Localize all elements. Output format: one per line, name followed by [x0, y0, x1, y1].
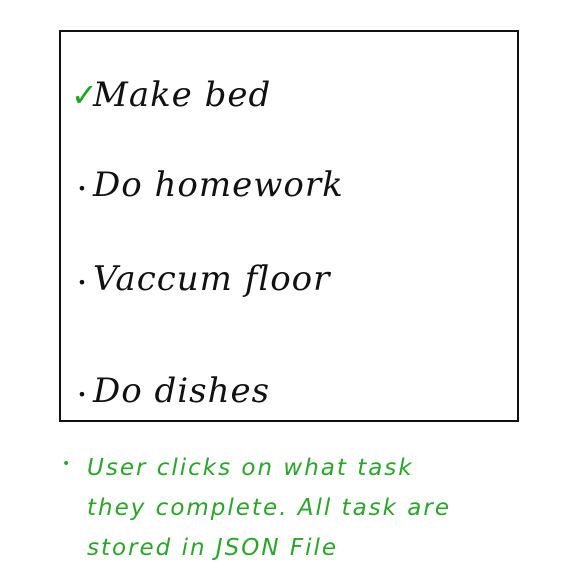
task-item-do-dishes[interactable]: • Do dishes — [71, 374, 270, 408]
bullet-icon: • — [77, 385, 87, 404]
note-line: User clicks on what task — [87, 455, 414, 481]
note-line: they complete. All task are — [87, 495, 451, 521]
task-item-vaccum-floor[interactable]: • Vaccum floor — [71, 262, 330, 296]
note-bullet-icon: • — [62, 456, 71, 472]
bullet-icon: • — [77, 179, 87, 198]
note-text: User clicks on what task they complete. … — [87, 448, 451, 568]
task-item-do-homework[interactable]: • Do homework — [71, 168, 344, 202]
task-label: Vaccum floor — [93, 259, 331, 299]
task-list: ✓ Make bed • Do homework • Vaccum floor … — [59, 30, 519, 422]
task-item-make-bed[interactable]: ✓ Make bed — [71, 78, 271, 112]
task-label: Do dishes — [93, 371, 271, 411]
task-label: Do homework — [93, 165, 344, 205]
note-line: stored in JSON File — [87, 535, 339, 561]
checkmark-icon: ✓ — [71, 76, 98, 114]
bullet-icon: • — [77, 273, 87, 292]
task-label: Make bed — [93, 75, 272, 115]
